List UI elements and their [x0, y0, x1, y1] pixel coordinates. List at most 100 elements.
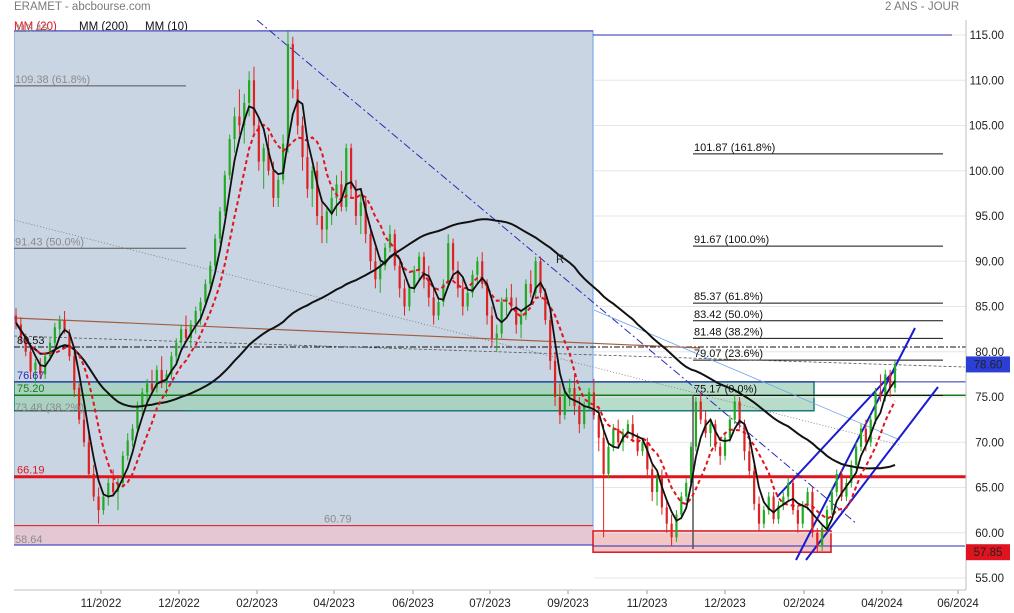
- y-tick-label: 100.00: [969, 166, 1004, 178]
- candle-body: [204, 283, 207, 302]
- y-tick-label: 115.00: [970, 30, 1004, 42]
- candle-body: [592, 392, 596, 416]
- candle-body: [432, 297, 435, 316]
- candle-body: [456, 270, 460, 289]
- candle-body: [39, 365, 42, 375]
- candle-body: [189, 324, 192, 339]
- candle-body: [252, 80, 256, 126]
- candle-body: [286, 44, 290, 144]
- candle-body: [821, 528, 824, 547]
- candle-body: [772, 496, 775, 520]
- x-tick-label: 04/2024: [861, 598, 903, 610]
- channel-lower: [805, 386, 939, 561]
- candle-body: [383, 247, 387, 266]
- chart-title: ERAMET - abcbourse.com: [14, 1, 151, 13]
- candle-body: [626, 424, 630, 434]
- candle-body: [369, 234, 372, 262]
- candle-body: [850, 464, 853, 483]
- candle-body: [296, 89, 299, 126]
- candle-body: [413, 270, 416, 289]
- y-tick-label: 105.00: [969, 121, 1004, 133]
- downtrend-line: [256, 20, 858, 525]
- candle-body: [388, 234, 392, 248]
- candle-body: [515, 306, 518, 325]
- candle-body: [762, 510, 765, 524]
- candle-body: [335, 184, 338, 198]
- candle-body: [248, 80, 251, 103]
- candle-body: [349, 148, 353, 189]
- candle-body: [490, 315, 494, 339]
- candle-body: [587, 392, 591, 407]
- candle-body: [801, 505, 804, 524]
- level-label: 76.67: [17, 370, 45, 382]
- candle-body: [476, 261, 479, 275]
- candle-body: [325, 211, 328, 230]
- candle-body: [277, 179, 280, 198]
- candle-body: [131, 428, 134, 441]
- candle-body: [685, 482, 688, 497]
- candle-body: [301, 125, 304, 158]
- candle-body: [825, 510, 829, 529]
- x-tick-label: 02/2024: [783, 598, 825, 610]
- candle-body: [709, 424, 712, 434]
- candle-body: [670, 523, 673, 538]
- candle-body: [646, 442, 649, 470]
- candle-body: [719, 446, 722, 456]
- gray-dashed-line: [14, 335, 966, 368]
- candle-body: [505, 297, 508, 302]
- candle-body: [563, 392, 566, 416]
- candle-body: [92, 473, 95, 497]
- candle-body: [68, 333, 71, 357]
- candle-body: [889, 374, 892, 388]
- candle-body: [437, 301, 440, 316]
- candle-body: [641, 442, 644, 452]
- candle-body: [417, 256, 421, 271]
- left-fib-label: 73.48 (38.2%): [15, 402, 84, 414]
- support-box-left: [14, 525, 593, 546]
- candle-body: [777, 505, 780, 520]
- candle-body: [481, 261, 484, 284]
- candle-body: [194, 311, 197, 325]
- candle-body: [791, 482, 795, 511]
- ma-10-line: [15, 99, 896, 531]
- candle-body: [728, 419, 731, 438]
- candle-body: [893, 364, 897, 388]
- candle-body: [782, 496, 785, 506]
- candle-body: [787, 482, 790, 497]
- left-fib-label: 58.64: [15, 534, 43, 546]
- candle-body: [175, 342, 178, 357]
- candle-body: [63, 320, 66, 330]
- candle-body: [330, 197, 333, 212]
- y-tick-label: 60.00: [975, 528, 1004, 540]
- candle-body: [612, 428, 615, 447]
- x-tick-label: 07/2023: [469, 598, 511, 610]
- candle-body: [733, 401, 736, 420]
- last-price-label: 78.60: [974, 359, 1003, 371]
- legend-mm20: MM (20): [14, 21, 57, 33]
- level-label: 66.19: [17, 465, 45, 477]
- candle-body: [379, 265, 382, 280]
- candle-body: [136, 406, 139, 429]
- candle-body: [544, 292, 547, 321]
- right-fib-label: 83.42 (50.0%): [694, 309, 763, 321]
- last-price-tag: [966, 356, 1010, 373]
- candle-body: [665, 507, 668, 524]
- candle-body: [82, 419, 86, 443]
- candle-body: [617, 428, 620, 443]
- candle-body: [757, 503, 761, 524]
- candle-body: [568, 387, 571, 393]
- candle-body: [267, 148, 270, 171]
- candle-body: [403, 288, 406, 307]
- candle-body: [675, 514, 678, 538]
- level-label: 75.20: [17, 383, 45, 395]
- candle-body: [112, 482, 115, 493]
- left-fib-label: 91.43 (50.0%): [15, 236, 84, 248]
- right-fib-label: 75.17 (0.0%): [694, 383, 757, 395]
- candle-body: [466, 292, 469, 307]
- y-tick-label: 95.00: [975, 211, 1004, 223]
- candle-body: [743, 424, 746, 452]
- x-tick-label: 09/2023: [547, 598, 589, 610]
- candle-body: [607, 446, 610, 474]
- candle-body: [753, 471, 756, 504]
